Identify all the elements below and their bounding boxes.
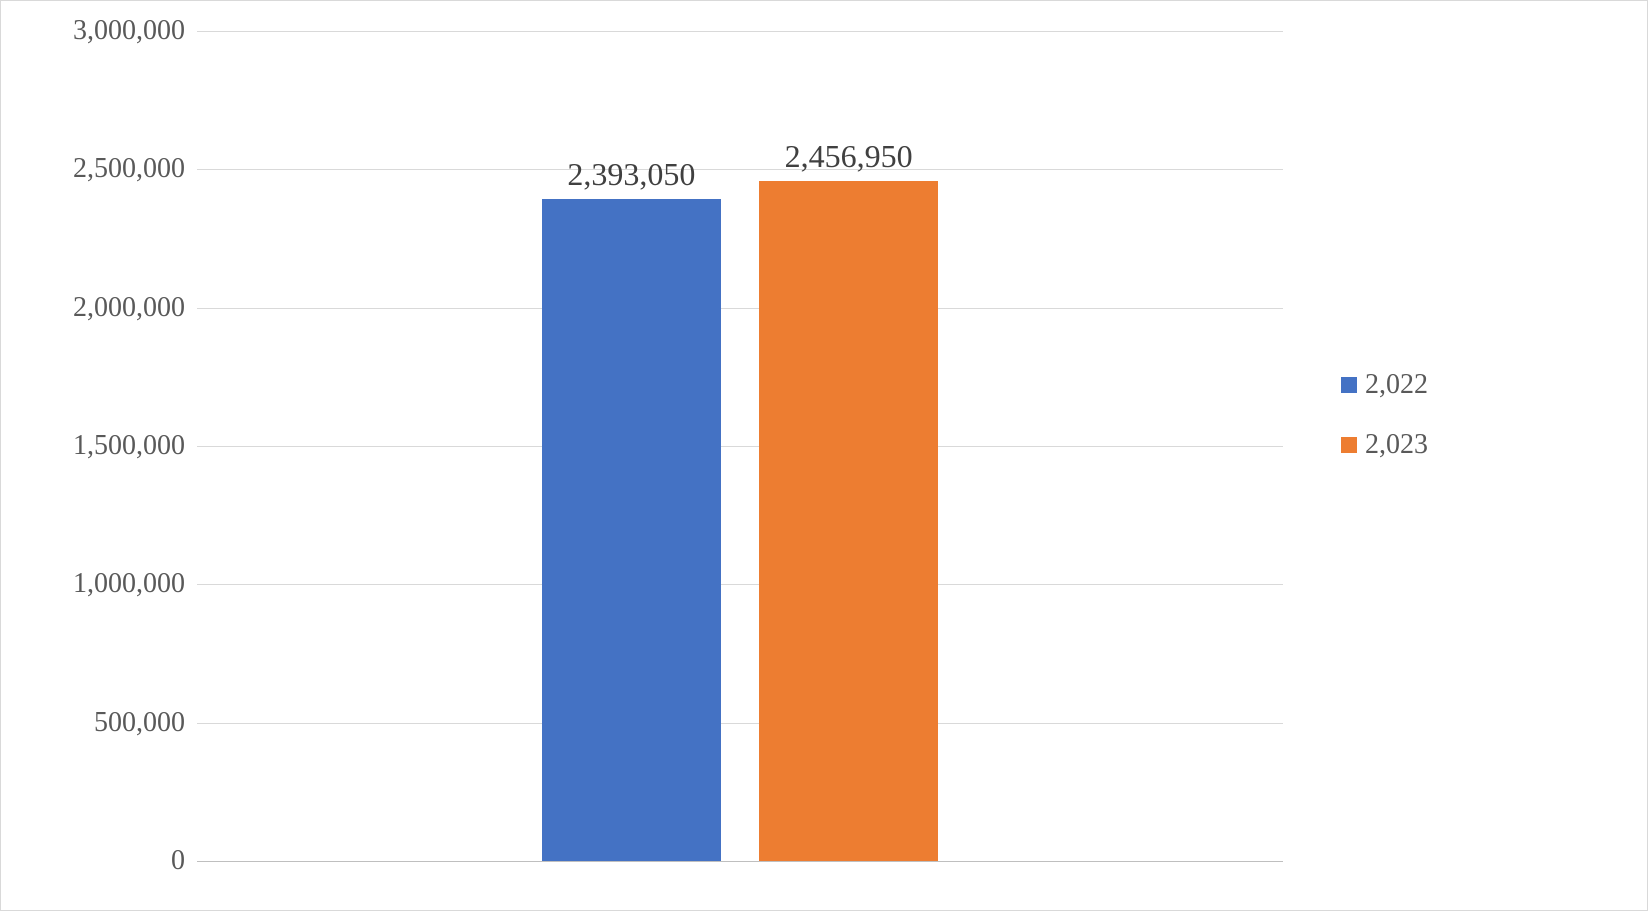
legend: 2,022 2,023	[1341, 369, 1428, 489]
y-tick-label: 1,500,000	[73, 430, 185, 462]
gridline	[197, 308, 1283, 309]
plot-area: 0500,0001,000,0001,500,0002,000,0002,500…	[197, 31, 1283, 861]
y-tick-label: 500,000	[94, 707, 185, 739]
x-axis-line	[197, 861, 1283, 862]
gridline	[197, 446, 1283, 447]
legend-item: 2,022	[1341, 369, 1428, 401]
legend-item: 2,023	[1341, 429, 1428, 461]
legend-swatch	[1341, 437, 1357, 453]
gridline	[197, 169, 1283, 170]
bar	[542, 199, 721, 861]
gridline	[197, 584, 1283, 585]
y-tick-label: 0	[171, 845, 185, 877]
bar	[759, 181, 938, 861]
legend-label: 2,022	[1365, 369, 1428, 401]
y-tick-label: 2,000,000	[73, 292, 185, 324]
data-label: 2,393,050	[567, 156, 695, 193]
y-tick-label: 3,000,000	[73, 15, 185, 47]
y-tick-label: 1,000,000	[73, 568, 185, 600]
bar-chart: 0 500,000 1,000,000 1,500,000 2,000,000 2,500…	[0, 0, 1648, 911]
gridline	[197, 31, 1283, 32]
gridline	[197, 723, 1283, 724]
legend-label: 2,023	[1365, 429, 1428, 461]
y-tick-label: 2,500,000	[73, 153, 185, 185]
legend-swatch	[1341, 377, 1357, 393]
data-label: 2,456,950	[785, 138, 913, 175]
